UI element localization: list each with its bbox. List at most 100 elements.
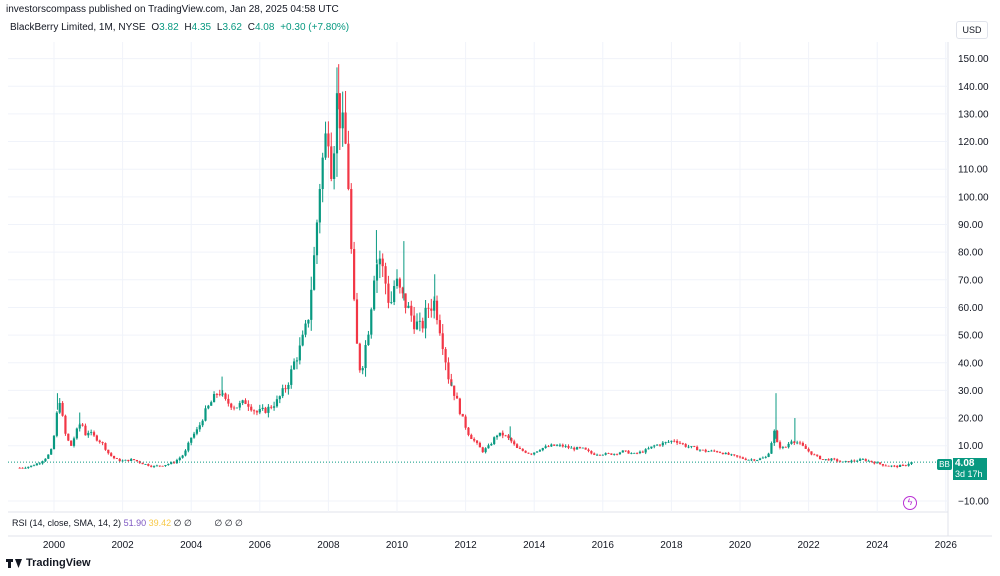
candle-body [741,457,744,459]
candle-body [250,406,253,411]
candle-body [867,460,870,462]
candle-body [361,368,364,371]
candle-body [890,465,893,467]
candle-body [101,442,104,444]
candle-body [444,349,447,363]
candle-body [621,450,624,453]
tradingview-logo[interactable]: TradingView [6,557,91,569]
candle-body [155,465,158,467]
candle-body [910,462,913,465]
y-tick-label: 100.00 [958,192,989,203]
last-price: 4.08 [955,458,975,469]
candle-body [804,445,807,449]
candle-body [704,449,707,452]
candle-body [135,460,138,462]
candle-body [684,444,687,447]
candle-body [170,462,173,464]
candle-body [764,456,767,458]
candle-body [824,459,827,460]
candle-body [161,465,164,467]
candle-body [413,315,416,330]
candle-body [241,400,244,404]
candle-body [467,427,470,435]
y-tick-label: 120.00 [958,137,989,148]
candle-body [313,255,316,290]
y-tick-label: 150.00 [958,54,989,65]
candle-body [304,323,307,335]
candle-body [893,465,896,467]
candle-body [687,446,690,448]
rsi-legend[interactable]: RSI (14, close, SMA, 14, 2) 51.90 39.42 … [12,518,243,529]
candle-body [387,283,390,303]
x-tick-label: 2018 [660,540,683,551]
candle-body [267,406,270,413]
candle-body [110,453,113,456]
candle-body [501,432,504,436]
candle-body [215,394,219,395]
candle-body [318,189,321,223]
candle-body [881,464,885,466]
candle-body [827,459,830,461]
candle-body [873,461,876,464]
candle-body [418,320,421,322]
flash-icon[interactable]: ϟ [903,496,917,510]
candle-body [615,453,619,455]
candle-body [461,413,464,417]
candle-body [324,133,327,158]
candle-body [678,442,682,444]
candle-body [798,442,802,444]
candle-body [567,446,570,448]
candle-body [901,465,905,466]
candle-body [681,443,684,445]
high-label: H [184,22,192,33]
candle-body [235,407,239,409]
candle-body [158,465,161,467]
candle-body [876,462,879,464]
candle-body [255,411,259,413]
candle-body [61,402,64,416]
candle-body [767,453,770,457]
y-tick-label: 130.00 [958,109,989,120]
candle-body [570,447,573,449]
candle-body [861,459,865,460]
candle-body [807,448,810,452]
x-tick-label: 2000 [43,540,66,551]
candle-body [184,450,187,456]
x-tick-label: 2008 [317,540,340,551]
candle-body [284,388,287,390]
candle-body [641,451,644,453]
candle-body [27,466,30,468]
candle-body [175,459,179,464]
candle-body [84,425,87,436]
candle-body [727,452,730,455]
candle-body [595,454,599,456]
candle-body [335,93,339,154]
candle-body [793,441,796,443]
candle-body [138,461,141,463]
candle-body [756,460,759,461]
candle-body [498,432,501,436]
y-tick-label: 90.00 [958,220,983,231]
candle-body [92,432,96,436]
candle-body [107,449,110,454]
candle-body [247,403,250,407]
candle-body [747,459,750,461]
candle-body [518,447,522,449]
candle-body [870,460,873,462]
currency-button[interactable]: USD [956,21,988,39]
candle-body [716,451,719,453]
candle-body [504,435,507,437]
candle-body [112,455,116,459]
price-axis: −10.00 10.00 20.00 30.00 40.00 50.00 60.00 70.0… [958,54,989,507]
candle-body [201,420,204,426]
candle-body [327,133,330,147]
candle-body [341,112,344,129]
candle-body [810,451,813,455]
candle-body [553,444,556,446]
candle-body [227,398,230,404]
candle-body [370,309,373,335]
x-tick-label: 2004 [180,540,203,551]
last-price-tag: 4.08 3d 17h [953,458,987,480]
candle-body [70,440,73,446]
